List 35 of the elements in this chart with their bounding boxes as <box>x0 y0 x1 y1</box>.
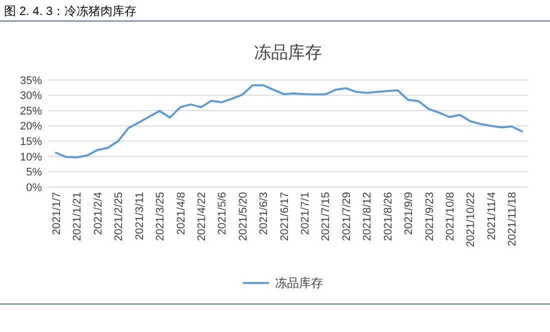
x-tick-label: 2021/6/3 <box>258 192 270 235</box>
x-tick-label: 2021/2/25 <box>113 192 126 241</box>
x-tick-label: 2021/2/4 <box>92 192 104 235</box>
x-tick-label: 2021/10/22 <box>465 192 478 248</box>
x-tick-label: 2021/10/8 <box>444 192 457 241</box>
line-series <box>55 84 523 158</box>
x-tick-label: 2021/7/15 <box>320 192 332 241</box>
x-tick-label: 2021/8/26 <box>382 192 394 241</box>
y-tick-label: 5% <box>26 166 42 179</box>
y-tick-label: 15% <box>20 136 42 148</box>
x-tick-label: 2021/7/29 <box>340 192 353 241</box>
x-tick-label: 2021/7/1 <box>300 192 312 235</box>
x-tick-label: 2021/11/4 <box>486 192 498 240</box>
x-tick-label: 2021/11/18 <box>506 192 519 246</box>
x-tick-label: 2021/5/6 <box>216 192 229 235</box>
chart-subtitle: 冻品库存 <box>254 43 322 62</box>
x-tick-label: 2021/9/23 <box>424 192 436 241</box>
x-tick-label: 2021/4/22 <box>196 192 208 241</box>
y-tick-label: 35% <box>20 74 42 87</box>
y-tick-label: 10% <box>20 151 42 164</box>
x-tick-label: 2021/6/17 <box>278 192 291 241</box>
x-tick-label: 2021/5/20 <box>237 192 250 241</box>
x-tick-label: 2021/4/8 <box>175 192 188 235</box>
legend-label: 冻品库存 <box>275 276 323 290</box>
x-tick-label: 2021/8/12 <box>362 192 374 241</box>
chart-title: 图 2. 4. 3：冷冻猪肉库存 <box>4 4 137 18</box>
x-tick-label: 2021/3/25 <box>154 192 167 241</box>
x-tick-label: 2021/1/7 <box>51 192 63 235</box>
y-tick-label: 30% <box>20 90 42 102</box>
x-tick-label: 2021/1/21 <box>72 192 84 241</box>
y-tick-label: 25% <box>20 105 42 118</box>
x-tick-label: 2021/3/11 <box>134 192 146 240</box>
y-tick-label: 20% <box>20 120 42 133</box>
x-tick-label: 2021/9/9 <box>403 192 416 235</box>
y-tick-label: 0% <box>26 182 42 194</box>
